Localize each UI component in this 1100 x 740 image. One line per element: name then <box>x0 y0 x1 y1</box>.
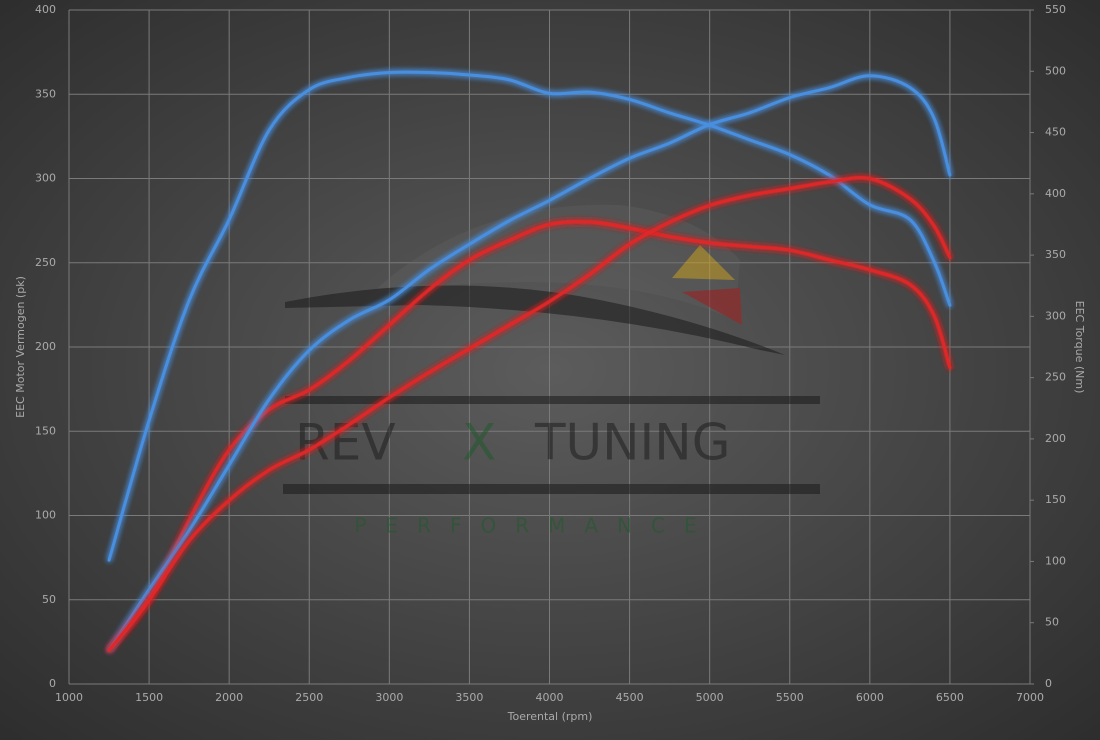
y-tick-label: 200 <box>35 340 56 353</box>
x-tick-label: 5500 <box>776 691 804 704</box>
y2-tick-label: 450 <box>1045 126 1066 139</box>
x-tick-label: 3500 <box>455 691 483 704</box>
y-tick-label: 50 <box>42 593 56 606</box>
y2-tick-label: 50 <box>1045 616 1059 629</box>
logo-text: TUNING <box>534 414 730 472</box>
logo-text: REV <box>295 414 396 472</box>
y2-tick-label: 350 <box>1045 248 1066 261</box>
y2-tick-label: 100 <box>1045 554 1066 567</box>
logo-text: X <box>462 414 496 472</box>
y2-tick-label: 200 <box>1045 432 1066 445</box>
series-line <box>107 176 952 652</box>
x-tick-label: 6000 <box>856 691 884 704</box>
logo-bar <box>283 484 820 494</box>
y2-tick-label: 250 <box>1045 371 1066 384</box>
logo: REV X TUNING PERFORMANCE <box>283 204 820 538</box>
x-tick-label: 6500 <box>936 691 964 704</box>
x-tick-label: 2000 <box>215 691 243 704</box>
y-tick-label: 350 <box>35 87 56 100</box>
x-tick-label: 1500 <box>135 691 163 704</box>
y2-tick-label: 400 <box>1045 187 1066 200</box>
x-tick-label: 1000 <box>55 691 83 704</box>
y-tick-label: 0 <box>49 677 56 690</box>
y-tick-label: 400 <box>35 3 56 16</box>
x-tick-label: 4000 <box>536 691 564 704</box>
series-line <box>107 220 952 652</box>
x-tick-label: 2500 <box>295 691 323 704</box>
y-tick-label: 250 <box>35 256 56 269</box>
y2-tick-label: 150 <box>1045 493 1066 506</box>
y2-tick-label: 500 <box>1045 64 1066 77</box>
y2-tick-label: 0 <box>1045 677 1052 690</box>
logo-subtext: PERFORMANCE <box>354 514 715 538</box>
lines <box>107 70 952 652</box>
y2-tick-label: 300 <box>1045 309 1066 322</box>
y-tick-label: 300 <box>35 172 56 185</box>
x-axis-title: Toerental (rpm) <box>507 710 593 723</box>
x-tick-label: 5000 <box>696 691 724 704</box>
logo-gauge-red <box>682 288 742 325</box>
y-tick-label: 150 <box>35 424 56 437</box>
x-tick-label: 3000 <box>375 691 403 704</box>
y2-axis-title: EEC Torque (Nm) <box>1073 301 1086 394</box>
series-line <box>107 70 952 562</box>
logo-gauge-yellow <box>672 245 735 280</box>
y-tick-label: 100 <box>35 509 56 522</box>
y-axis-title: EEC Motor Vermogen (pk) <box>14 276 27 418</box>
logo-bar <box>285 396 820 404</box>
y2-tick-label: 550 <box>1045 3 1066 16</box>
series-line <box>107 74 952 652</box>
logo-car <box>285 285 785 355</box>
x-tick-label: 7000 <box>1016 691 1044 704</box>
x-tick-label: 4500 <box>616 691 644 704</box>
